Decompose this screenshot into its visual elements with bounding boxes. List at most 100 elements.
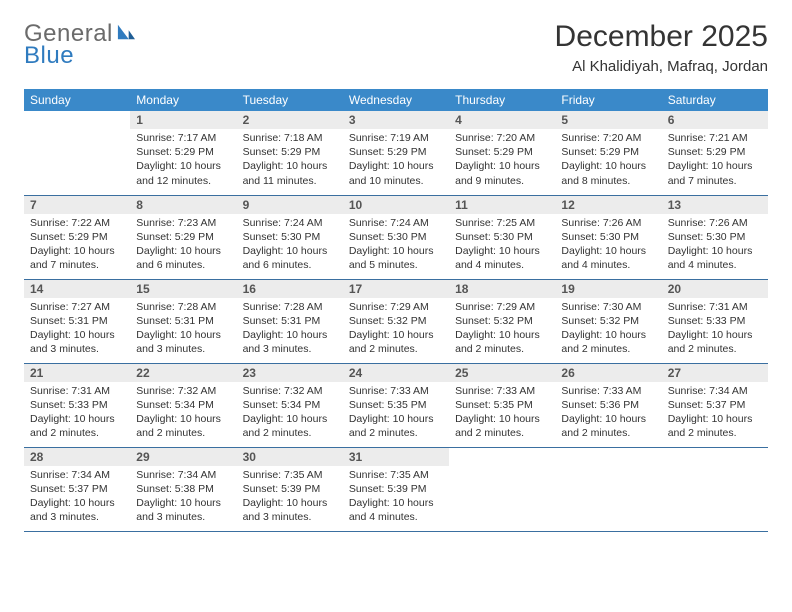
sunrise-line: Sunrise: 7:34 AM bbox=[136, 468, 230, 482]
daylight-line: Daylight: 10 hours and 2 minutes. bbox=[561, 412, 655, 440]
sunset-line: Sunset: 5:33 PM bbox=[668, 314, 762, 328]
daylight-line: Daylight: 10 hours and 6 minutes. bbox=[136, 244, 230, 272]
weekday-saturday: Saturday bbox=[662, 89, 768, 111]
day-info: Sunrise: 7:28 AMSunset: 5:31 PMDaylight:… bbox=[237, 298, 343, 361]
day-cell: 20Sunrise: 7:31 AMSunset: 5:33 PMDayligh… bbox=[662, 279, 768, 363]
day-info: Sunrise: 7:32 AMSunset: 5:34 PMDaylight:… bbox=[237, 382, 343, 445]
day-cell: 15Sunrise: 7:28 AMSunset: 5:31 PMDayligh… bbox=[130, 279, 236, 363]
day-cell: 9Sunrise: 7:24 AMSunset: 5:30 PMDaylight… bbox=[237, 195, 343, 279]
daylight-line: Daylight: 10 hours and 2 minutes. bbox=[30, 412, 124, 440]
daylight-line: Daylight: 10 hours and 2 minutes. bbox=[349, 328, 443, 356]
sunrise-line: Sunrise: 7:35 AM bbox=[349, 468, 443, 482]
day-info: Sunrise: 7:34 AMSunset: 5:37 PMDaylight:… bbox=[24, 466, 130, 529]
day-cell: 3Sunrise: 7:19 AMSunset: 5:29 PMDaylight… bbox=[343, 111, 449, 195]
sunrise-line: Sunrise: 7:28 AM bbox=[136, 300, 230, 314]
sunset-line: Sunset: 5:29 PM bbox=[668, 145, 762, 159]
calendar-head: SundayMondayTuesdayWednesdayThursdayFrid… bbox=[24, 89, 768, 111]
day-cell: 26Sunrise: 7:33 AMSunset: 5:36 PMDayligh… bbox=[555, 363, 661, 447]
day-info: Sunrise: 7:33 AMSunset: 5:36 PMDaylight:… bbox=[555, 382, 661, 445]
month-title: December 2025 bbox=[555, 20, 768, 54]
day-info: Sunrise: 7:29 AMSunset: 5:32 PMDaylight:… bbox=[449, 298, 555, 361]
daylight-line: Daylight: 10 hours and 2 minutes. bbox=[243, 412, 337, 440]
day-cell: 12Sunrise: 7:26 AMSunset: 5:30 PMDayligh… bbox=[555, 195, 661, 279]
sunset-line: Sunset: 5:38 PM bbox=[136, 482, 230, 496]
sunset-line: Sunset: 5:35 PM bbox=[455, 398, 549, 412]
daylight-line: Daylight: 10 hours and 7 minutes. bbox=[668, 159, 762, 187]
sunset-line: Sunset: 5:29 PM bbox=[136, 230, 230, 244]
sunset-line: Sunset: 5:39 PM bbox=[349, 482, 443, 496]
sunset-line: Sunset: 5:34 PM bbox=[136, 398, 230, 412]
weekday-monday: Monday bbox=[130, 89, 236, 111]
day-cell: 24Sunrise: 7:33 AMSunset: 5:35 PMDayligh… bbox=[343, 363, 449, 447]
weekday-tuesday: Tuesday bbox=[237, 89, 343, 111]
sunset-line: Sunset: 5:34 PM bbox=[243, 398, 337, 412]
daylight-line: Daylight: 10 hours and 2 minutes. bbox=[349, 412, 443, 440]
day-cell: 11Sunrise: 7:25 AMSunset: 5:30 PMDayligh… bbox=[449, 195, 555, 279]
day-cell bbox=[555, 447, 661, 531]
sunrise-line: Sunrise: 7:21 AM bbox=[668, 131, 762, 145]
day-cell: 28Sunrise: 7:34 AMSunset: 5:37 PMDayligh… bbox=[24, 447, 130, 531]
day-cell: 22Sunrise: 7:32 AMSunset: 5:34 PMDayligh… bbox=[130, 363, 236, 447]
day-number: 2 bbox=[237, 111, 343, 129]
day-cell: 23Sunrise: 7:32 AMSunset: 5:34 PMDayligh… bbox=[237, 363, 343, 447]
sunset-line: Sunset: 5:29 PM bbox=[243, 145, 337, 159]
day-cell: 7Sunrise: 7:22 AMSunset: 5:29 PMDaylight… bbox=[24, 195, 130, 279]
day-cell: 5Sunrise: 7:20 AMSunset: 5:29 PMDaylight… bbox=[555, 111, 661, 195]
day-number: 1 bbox=[130, 111, 236, 129]
day-cell: 19Sunrise: 7:30 AMSunset: 5:32 PMDayligh… bbox=[555, 279, 661, 363]
daylight-line: Daylight: 10 hours and 7 minutes. bbox=[30, 244, 124, 272]
sunset-line: Sunset: 5:29 PM bbox=[30, 230, 124, 244]
day-cell: 17Sunrise: 7:29 AMSunset: 5:32 PMDayligh… bbox=[343, 279, 449, 363]
day-info: Sunrise: 7:35 AMSunset: 5:39 PMDaylight:… bbox=[237, 466, 343, 529]
sunrise-line: Sunrise: 7:29 AM bbox=[455, 300, 549, 314]
week-row: 21Sunrise: 7:31 AMSunset: 5:33 PMDayligh… bbox=[24, 363, 768, 447]
day-cell: 14Sunrise: 7:27 AMSunset: 5:31 PMDayligh… bbox=[24, 279, 130, 363]
week-row: 1Sunrise: 7:17 AMSunset: 5:29 PMDaylight… bbox=[24, 111, 768, 195]
day-cell: 1Sunrise: 7:17 AMSunset: 5:29 PMDaylight… bbox=[130, 111, 236, 195]
sunrise-line: Sunrise: 7:26 AM bbox=[668, 216, 762, 230]
sunrise-line: Sunrise: 7:35 AM bbox=[243, 468, 337, 482]
day-info: Sunrise: 7:25 AMSunset: 5:30 PMDaylight:… bbox=[449, 214, 555, 277]
day-cell: 30Sunrise: 7:35 AMSunset: 5:39 PMDayligh… bbox=[237, 447, 343, 531]
sunset-line: Sunset: 5:29 PM bbox=[455, 145, 549, 159]
sunrise-line: Sunrise: 7:19 AM bbox=[349, 131, 443, 145]
daylight-line: Daylight: 10 hours and 3 minutes. bbox=[136, 496, 230, 524]
day-number: 16 bbox=[237, 280, 343, 298]
day-info: Sunrise: 7:33 AMSunset: 5:35 PMDaylight:… bbox=[449, 382, 555, 445]
daylight-line: Daylight: 10 hours and 3 minutes. bbox=[30, 496, 124, 524]
sunrise-line: Sunrise: 7:30 AM bbox=[561, 300, 655, 314]
sail-icon bbox=[116, 20, 136, 48]
sunrise-line: Sunrise: 7:23 AM bbox=[136, 216, 230, 230]
sunset-line: Sunset: 5:39 PM bbox=[243, 482, 337, 496]
day-info: Sunrise: 7:17 AMSunset: 5:29 PMDaylight:… bbox=[130, 129, 236, 192]
day-info: Sunrise: 7:23 AMSunset: 5:29 PMDaylight:… bbox=[130, 214, 236, 277]
day-number: 5 bbox=[555, 111, 661, 129]
day-number: 30 bbox=[237, 448, 343, 466]
sunset-line: Sunset: 5:29 PM bbox=[136, 145, 230, 159]
day-cell bbox=[449, 447, 555, 531]
day-number: 11 bbox=[449, 196, 555, 214]
day-number: 24 bbox=[343, 364, 449, 382]
sunset-line: Sunset: 5:37 PM bbox=[668, 398, 762, 412]
week-row: 14Sunrise: 7:27 AMSunset: 5:31 PMDayligh… bbox=[24, 279, 768, 363]
calendar-table: SundayMondayTuesdayWednesdayThursdayFrid… bbox=[24, 89, 768, 532]
day-cell bbox=[24, 111, 130, 195]
brand-logo: GeneralBlue bbox=[24, 20, 136, 70]
day-info: Sunrise: 7:34 AMSunset: 5:37 PMDaylight:… bbox=[662, 382, 768, 445]
day-number: 28 bbox=[24, 448, 130, 466]
sunset-line: Sunset: 5:32 PM bbox=[561, 314, 655, 328]
day-number: 31 bbox=[343, 448, 449, 466]
daylight-line: Daylight: 10 hours and 8 minutes. bbox=[561, 159, 655, 187]
day-number: 7 bbox=[24, 196, 130, 214]
sunrise-line: Sunrise: 7:32 AM bbox=[243, 384, 337, 398]
day-info: Sunrise: 7:22 AMSunset: 5:29 PMDaylight:… bbox=[24, 214, 130, 277]
day-number: 20 bbox=[662, 280, 768, 298]
day-info: Sunrise: 7:20 AMSunset: 5:29 PMDaylight:… bbox=[555, 129, 661, 192]
sunrise-line: Sunrise: 7:18 AM bbox=[243, 131, 337, 145]
sunset-line: Sunset: 5:31 PM bbox=[30, 314, 124, 328]
day-info: Sunrise: 7:18 AMSunset: 5:29 PMDaylight:… bbox=[237, 129, 343, 192]
day-number: 3 bbox=[343, 111, 449, 129]
day-info: Sunrise: 7:24 AMSunset: 5:30 PMDaylight:… bbox=[237, 214, 343, 277]
daylight-line: Daylight: 10 hours and 11 minutes. bbox=[243, 159, 337, 187]
day-cell: 8Sunrise: 7:23 AMSunset: 5:29 PMDaylight… bbox=[130, 195, 236, 279]
